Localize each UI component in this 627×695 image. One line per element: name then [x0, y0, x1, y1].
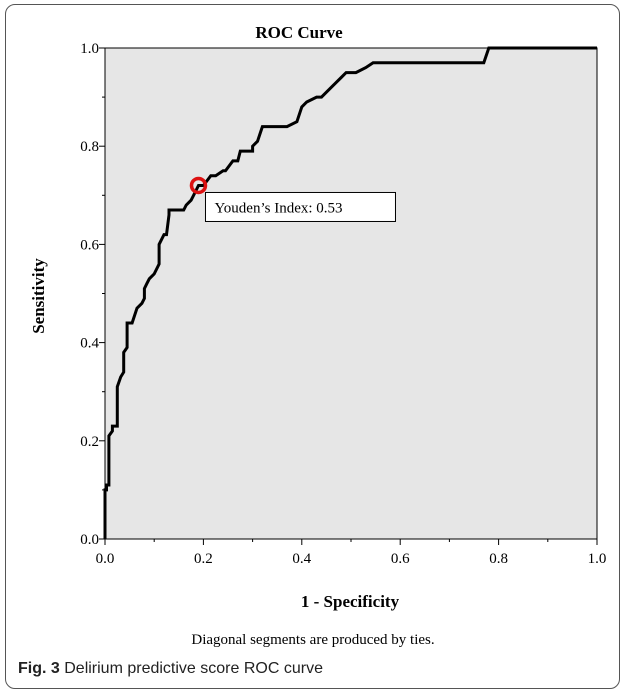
y-tick-label: 0.0 [80, 532, 99, 548]
plot-area [104, 47, 598, 540]
x-axis-label: 1 - Specificity [301, 592, 400, 611]
x-tick-label: 0.4 [292, 551, 311, 567]
figure-caption-label: Fig. 3 [18, 660, 60, 677]
y-tick-label: 0.6 [80, 237, 99, 253]
x-tick-label: 0.2 [194, 551, 213, 567]
chart-title: ROC Curve [255, 23, 343, 42]
roc-chart: ROC Curve 0.00.20.40.60.81.0 0.0 0.2 0.4 0.… [29, 23, 607, 648]
x-tick-label: 0.6 [391, 551, 410, 567]
annotation-box: Youden’s Index: 0.53 [204, 191, 396, 222]
x-tick-label: 0.0 [96, 551, 115, 567]
footnote: Diagonal segments are produced by ties. [191, 632, 434, 648]
roc-curve-line [103, 46, 597, 539]
x-tick-label: 1.0 [588, 551, 607, 567]
y-tick-label: 0.8 [80, 139, 99, 155]
figure-caption: Fig. 3 Delirium predictive score ROC cur… [18, 660, 323, 678]
annotation-box-border [204, 191, 396, 222]
annotation-text: Youden’s Index: 0.53 [214, 200, 342, 216]
x-axis: 0.0 0.2 0.4 0.6 0.8 1.0 [96, 539, 607, 567]
y-axis: 0.0 0.2 0.4 0.6 0.8 1.0 [80, 41, 105, 548]
x-tick-label: 0.8 [489, 551, 508, 567]
y-tick-label: 0.2 [80, 434, 99, 450]
y-tick-label: 0.4 [80, 336, 99, 352]
youden-point-marker [189, 176, 208, 195]
figure-caption-text: Delirium predictive score ROC curve [64, 660, 323, 677]
y-axis-label: Sensitivity [29, 258, 48, 334]
y-tick-label: 1.0 [80, 41, 99, 57]
